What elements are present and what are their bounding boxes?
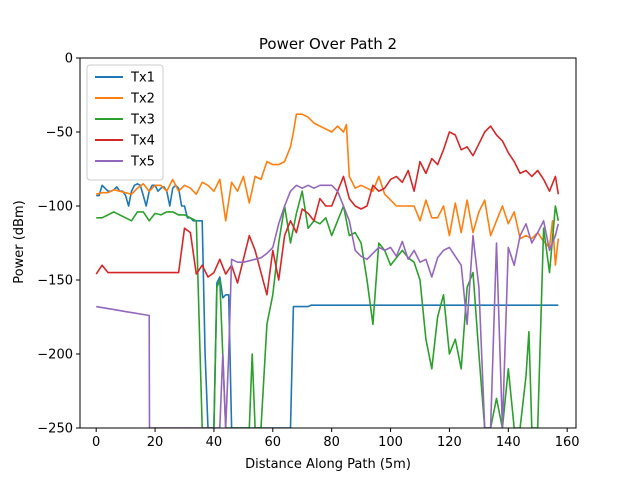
y-tick-label: −250 (37, 422, 73, 437)
legend-label-tx5: Tx5 (130, 155, 155, 170)
y-tick-label: −50 (46, 126, 73, 141)
series-line-tx1 (96, 183, 559, 428)
legend-box (86, 64, 164, 181)
legend-label-tx1: Tx1 (130, 71, 155, 86)
series-line-tx4 (95, 125, 560, 296)
x-tick-label: 140 (496, 435, 521, 450)
y-tick-label: −200 (37, 348, 73, 363)
x-tick-label: 160 (555, 435, 580, 450)
x-tick-label: 20 (147, 435, 164, 450)
x-tick-label: 60 (265, 435, 282, 450)
y-axis-title: Power (dBm) (12, 200, 27, 283)
legend: Tx1 Tx2 Tx3 Tx4 Tx5 (86, 64, 164, 181)
y-tick-label: −150 (37, 274, 73, 289)
x-tick-label: 40 (206, 435, 223, 450)
x-axis-title: Distance Along Path (5m) (245, 457, 411, 472)
series-line-tx5 (96, 184, 560, 428)
y-tick-label: 0 (65, 52, 73, 67)
plot-frame (79, 57, 577, 429)
series-line-tx2 (96, 113, 560, 267)
x-tick-label: 80 (323, 435, 340, 450)
x-tick-label: 120 (437, 435, 462, 450)
legend-label-tx3: Tx3 (130, 113, 155, 128)
legend-label-tx2: Tx2 (130, 92, 155, 107)
legend-label-tx4: Tx4 (130, 134, 155, 149)
y-tick-label: −100 (37, 200, 73, 215)
series-line-tx3 (96, 190, 560, 428)
chart-title: Power Over Path 2 (259, 35, 397, 53)
x-tick-label: 0 (92, 435, 100, 450)
x-tick-label: 100 (378, 435, 403, 450)
